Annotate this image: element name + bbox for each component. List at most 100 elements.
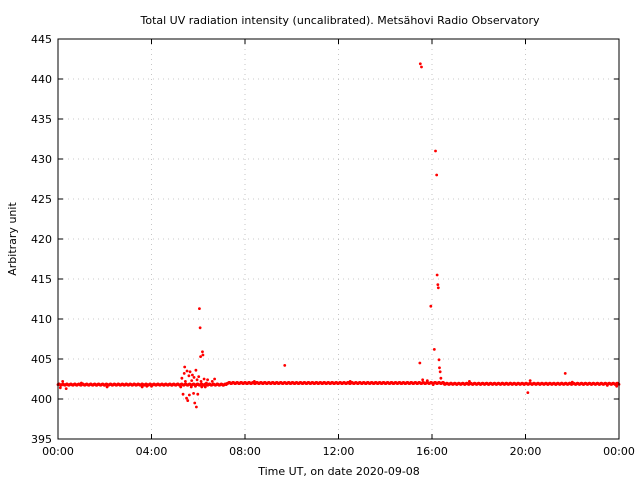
data-point [64,387,68,390]
data-point [563,372,567,375]
data-point [468,380,471,383]
data-point [203,385,207,389]
chart-title: Total UV radiation intensity (uncalibrat… [140,14,540,27]
data-point [189,385,193,389]
data-point [198,326,202,330]
data-point [197,375,201,378]
data-point [435,173,439,177]
data-point [183,380,187,383]
y-tick-label: 445 [31,33,52,46]
data-point [188,370,192,374]
data-point [252,380,256,383]
data-point [196,383,200,386]
y-tick-label: 430 [31,153,52,166]
data-point [194,405,198,409]
data-point [150,384,153,388]
data-point [194,384,197,388]
y-tick-label: 415 [31,273,52,286]
data-point [195,378,199,382]
data-point [420,65,423,69]
data-point [192,392,195,395]
x-tick-labels: 00:00 04:00 08:00 12:00 16:00 20:00 00:00 [42,445,635,458]
data-point [193,401,197,405]
data-point [213,377,217,381]
x-tick-label: 16:00 [416,445,448,458]
data-point [181,392,185,396]
data-point [435,273,439,277]
data-point [436,283,440,286]
data-point [283,364,287,367]
data-point [201,353,205,357]
data-points [56,62,621,409]
data-point [145,384,149,388]
data-point [434,149,437,153]
data-point [185,396,188,400]
data-point [418,62,422,66]
x-tick-label: 04:00 [136,445,168,458]
data-point [191,373,194,377]
data-point [105,385,109,389]
x-axis-label: Time UT, on date 2020-09-08 [257,465,420,478]
y-tick-label: 435 [31,113,52,126]
y-axis-label: Arbitrary unit [6,202,19,276]
data-point [192,376,196,379]
data-point [182,372,186,375]
data-point [605,384,609,387]
data-point [615,384,619,388]
data-point [190,379,194,382]
data-point [183,365,187,369]
data-point [140,385,144,389]
y-tick-label: 400 [31,393,52,406]
x-tick-label: 00:00 [603,445,635,458]
data-point [436,286,440,290]
data-point [429,304,433,308]
data-point [206,378,210,382]
axis-ticks [57,38,620,440]
grid-lines [58,39,619,439]
data-point [208,383,212,386]
data-point [210,380,214,383]
data-point [185,369,189,373]
data-point [61,380,65,383]
data-point [421,378,425,382]
x-tick-label: 12:00 [323,445,355,458]
data-point [425,379,429,382]
data-point [201,350,204,354]
y-tick-label: 395 [31,433,52,446]
y-tick-label: 410 [31,313,52,326]
data-point [526,391,530,394]
data-point [431,383,435,386]
data-point [198,307,201,310]
data-point [199,355,202,358]
data-point [179,385,183,389]
data-point [432,348,436,351]
data-point [202,377,206,381]
data-point [58,386,62,390]
data-point [439,376,443,380]
data-point [437,358,441,362]
data-point [199,380,203,383]
data-point [438,370,442,374]
data-point [418,361,422,365]
y-tick-label: 425 [31,193,52,206]
x-tick-label: 08:00 [229,445,261,458]
x-tick-label: 20:00 [510,445,542,458]
data-point [438,366,441,370]
x-tick-label: 00:00 [42,445,74,458]
data-point [196,392,200,396]
y-tick-labels: 395 400 405 410 415 420 425 430 435 440 445 [31,33,52,446]
data-point [570,380,574,384]
y-tick-label: 420 [31,233,52,246]
data-point [187,393,191,397]
data-point [528,379,532,382]
y-tick-label: 440 [31,73,52,86]
data-point [180,376,184,380]
y-tick-label: 405 [31,353,52,366]
data-point [187,374,191,378]
data-point [200,385,204,389]
data-point [194,368,198,372]
data-point [348,380,352,383]
data-point [186,399,190,402]
data-point [79,381,83,385]
